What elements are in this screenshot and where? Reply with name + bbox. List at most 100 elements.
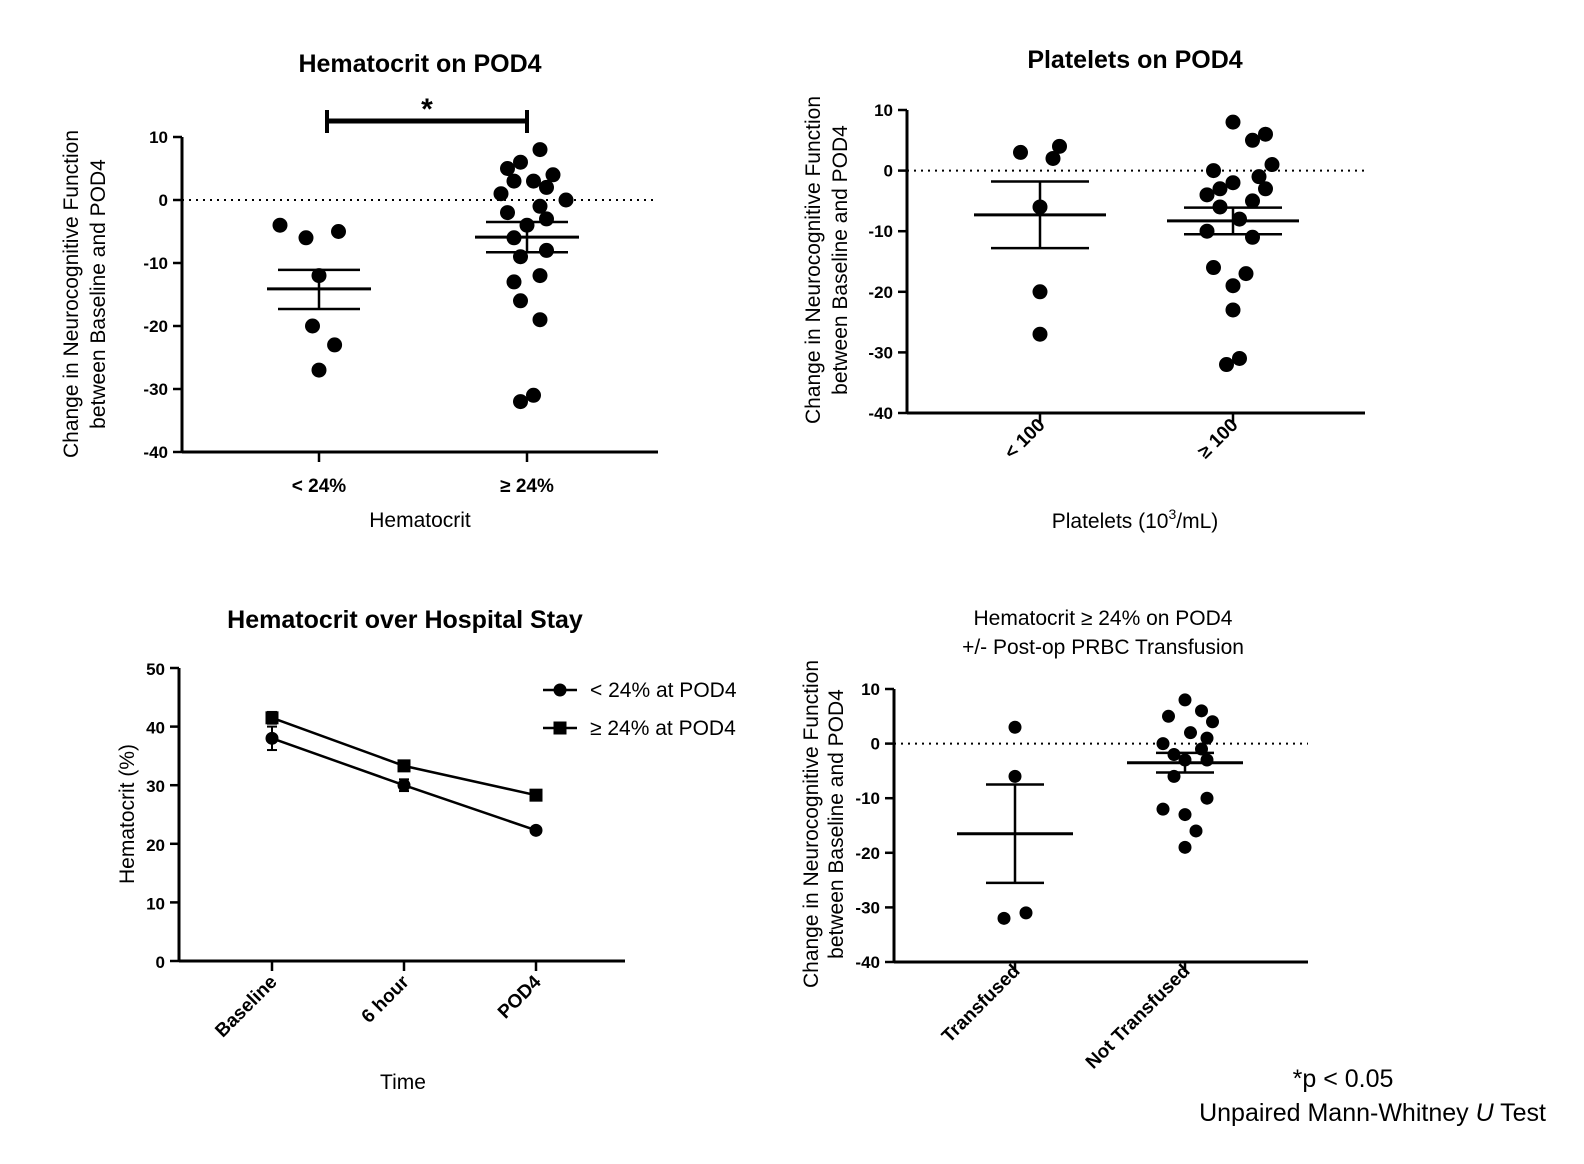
data-point [1156,802,1170,816]
data-point [513,293,528,309]
test-footnote-prefix: Unpaired Mann-Whitney [1199,1099,1476,1127]
line-plot-C: 50 40 30 20 10 0 Baseline 6 hour POD4 < 24% at PO… [146,660,737,1042]
data-point [1032,326,1048,342]
y-tick-label: -40 [868,404,893,423]
data-point [1200,791,1214,805]
data-point [1225,278,1241,294]
y-tick-label: -40 [855,953,880,972]
y-tick-label: 10 [861,680,880,699]
x-category-label: Transfused [938,961,1025,1048]
data-point [1245,193,1260,209]
data-point [1184,726,1197,740]
x-category-label: Not Transfused [1082,961,1195,1074]
chart-title-line1: Hematocrit ≥ 24% on POD4 [974,607,1233,630]
y-tick-label: 10 [149,128,168,147]
significance-star: * [421,93,433,126]
data-point [1162,709,1175,723]
data-point [397,778,411,792]
data-point [1251,169,1267,185]
y-tick-label: 10 [146,894,165,913]
y-tick-label: 10 [874,101,893,120]
data-point [532,312,548,328]
series-0 [265,725,543,837]
data-point [1178,840,1192,854]
data-point [500,205,515,221]
data-point [1225,302,1241,318]
y-tick-label: -20 [143,317,168,336]
data-point [1212,181,1228,197]
data-point [532,268,548,284]
data-point [397,759,411,773]
legend-item: ≥ 24% at POD4 [543,717,736,740]
x-axis-label-sup: 3 [1168,506,1176,522]
y-axis-label-line2: between Baseline and POD4 [825,689,848,959]
chart-title-line2: +/- Post-op PRBC Transfusion [962,636,1244,659]
group-1 [1127,693,1243,854]
data-point [1206,715,1219,729]
y-tick-label: 20 [146,836,165,855]
x-category-label: ≥ 100 [1194,415,1242,463]
chart-marks: 10 0 -10 -20 -30 -40 < 24% ≥ 24% * 10 0 -10 -20 -30 -4… [143,93,1365,1073]
x-category-label: POD4 [494,971,546,1023]
y-axis-label: Hematocrit (%) [116,744,139,884]
chart-title: Platelets on POD4 [1027,46,1242,74]
data-point [265,711,279,725]
data-point [1178,693,1192,707]
y-tick-label: -40 [143,443,168,462]
data-point [506,274,522,290]
data-point [1032,284,1048,300]
series-1 [265,710,543,802]
data-point [1008,720,1022,734]
legend-marker [553,683,567,697]
data-point [1219,357,1234,373]
x-category-label: < 24% [292,476,347,497]
y-tick-label: 30 [146,777,165,796]
group-0 [957,720,1073,925]
data-point [532,142,548,158]
data-point [539,179,554,195]
x-category-label: Baseline [211,972,281,1042]
data-point [526,387,541,403]
y-tick-label: 40 [146,719,165,738]
data-point [1199,223,1215,239]
data-point [311,362,327,378]
test-footnote: Unpaired Mann-Whitney U Test [1199,1099,1546,1127]
y-tick-label: -10 [855,789,880,808]
data-point [1052,138,1067,154]
group-0 [974,138,1106,342]
data-point [272,217,288,233]
data-point [513,394,528,410]
scatter-plot-A: 10 0 -10 -20 -30 -40 < 24% ≥ 24% * [143,93,658,497]
y-tick-label: -20 [855,844,880,863]
y-tick-label: 0 [871,735,880,754]
data-point [532,198,548,214]
data-point [1178,808,1192,822]
legend-label: ≥ 24% at POD4 [590,717,736,740]
data-point [305,318,320,334]
data-point [1156,737,1170,751]
group-0 [267,217,371,378]
data-point [500,161,515,176]
panel-hematocrit-over-stay: Hematocrit over Hospital Stay Hematocrit… [116,606,583,1094]
y-tick-label: 50 [146,660,165,679]
data-point [1245,229,1260,245]
data-point [1232,350,1247,366]
data-point [1238,266,1254,282]
x-axis-label: Hematocrit [369,509,471,532]
data-point [1189,824,1203,838]
data-point [1167,748,1181,762]
group-1 [1167,114,1299,373]
chart-title: Hematocrit over Hospital Stay [227,606,583,634]
data-point [1019,906,1033,920]
data-point [1225,114,1241,130]
data-point [1258,181,1273,197]
data-point [1225,175,1241,191]
y-axis-label-line1: Change in Neurocognitive Function [800,660,823,988]
x-axis-label: Time [380,1071,426,1094]
data-point [545,167,561,183]
data-point [997,911,1011,925]
data-point [1264,157,1280,173]
y-axis-label-line1: Change in Neurocognitive Function [60,130,83,458]
test-footnote-suffix: Test [1494,1099,1546,1127]
panel-hematocrit-pod4: Hematocrit on POD4 Change in Neurocognit… [60,50,542,532]
